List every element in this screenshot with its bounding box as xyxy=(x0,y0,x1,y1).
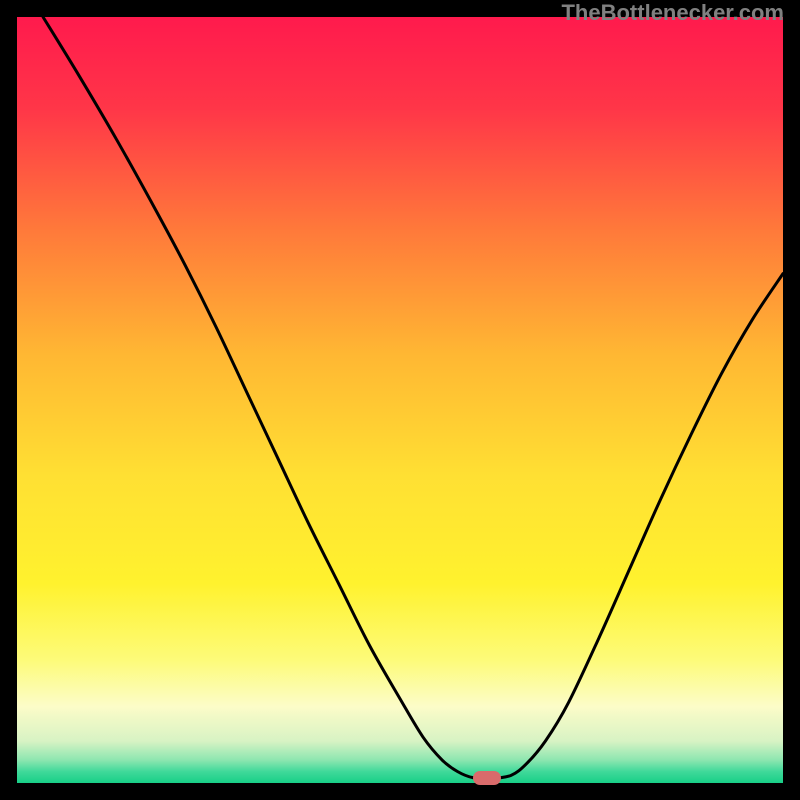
bottleneck-marker xyxy=(473,771,501,785)
watermark-text: TheBottlenecker.com xyxy=(561,0,784,26)
chart-container: TheBottlenecker.com xyxy=(0,0,800,800)
bottleneck-curve xyxy=(43,17,783,779)
curve-svg xyxy=(0,0,800,800)
